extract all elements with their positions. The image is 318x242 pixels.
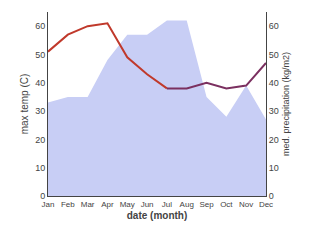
svg-text:30: 30 [35,106,45,116]
svg-text:Apr: Apr [101,200,114,209]
svg-text:60: 60 [269,21,279,31]
svg-text:Jan: Jan [42,200,55,209]
svg-text:Sep: Sep [199,200,214,209]
svg-text:0: 0 [269,191,274,201]
svg-text:20: 20 [269,135,279,145]
svg-text:10: 10 [35,163,45,173]
svg-text:date (month): date (month) [127,210,188,221]
svg-text:Jul: Jul [162,200,172,209]
svg-text:max temp (C): max temp (C) [19,74,30,135]
svg-text:Feb: Feb [61,200,75,209]
svg-text:30: 30 [269,106,279,116]
svg-text:50: 50 [269,50,279,60]
svg-text:Dec: Dec [259,200,273,209]
svg-text:Mar: Mar [81,200,95,209]
svg-text:40: 40 [269,78,279,88]
svg-text:60: 60 [35,21,45,31]
svg-text:Aug: Aug [180,200,194,209]
svg-text:10: 10 [269,163,279,173]
svg-text:Nov: Nov [239,200,253,209]
svg-text:20: 20 [35,135,45,145]
svg-text:0: 0 [40,191,45,201]
svg-text:40: 40 [35,78,45,88]
svg-text:Oct: Oct [220,200,233,209]
svg-text:50: 50 [35,50,45,60]
svg-text:Jun: Jun [141,200,154,209]
svg-text:May: May [120,200,135,209]
svg-text:med. precipitation (kg/m2): med. precipitation (kg/m2) [281,52,291,156]
